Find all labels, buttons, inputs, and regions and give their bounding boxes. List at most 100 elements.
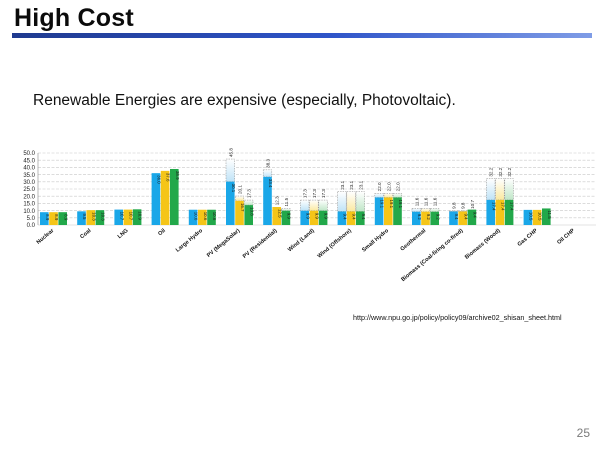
range-label: 11.6: [414, 197, 419, 206]
bar-data-label: 17.4: [501, 202, 506, 211]
bar: [188, 209, 198, 225]
y-tick-label: 35.0: [23, 173, 35, 179]
bar-data-label: 10.5: [529, 212, 534, 221]
bar-data-label: 10.7: [119, 212, 124, 221]
x-tick-label: Oil: [157, 228, 167, 238]
range-label: 11.5: [284, 197, 289, 206]
bar: [421, 211, 430, 225]
range-label: 22.0: [386, 182, 391, 191]
x-tick-label: PV (MegaSolar): [206, 228, 241, 259]
range-box: [337, 191, 347, 212]
bar-data-label: 38.9: [175, 171, 180, 180]
range-box: [262, 169, 273, 178]
range-label: 17.3: [247, 189, 252, 198]
y-tick-label: 20.0: [23, 194, 35, 200]
bar: [449, 211, 458, 225]
range-label: 32.2: [507, 167, 512, 176]
bar: [346, 211, 356, 225]
range-box: [486, 178, 496, 201]
range-box: [300, 199, 310, 211]
bar-data-label: 9.2: [435, 214, 440, 221]
bar-data-label: 17.4: [491, 202, 496, 211]
bar-data-label: 9.2: [417, 214, 422, 221]
bar: [356, 211, 365, 225]
range-label: 22.0: [396, 182, 401, 191]
bar-data-label: 16.7: [240, 203, 245, 212]
range-box: [411, 208, 421, 213]
range-label: 38.3: [266, 158, 271, 167]
bar-data-label: 30.1: [231, 184, 236, 193]
range-label: 9.8: [452, 202, 457, 209]
bar: [430, 211, 439, 225]
source-url[interactable]: http://www.npu.go.jp/policy/policy09/arc…: [353, 313, 562, 322]
bar-data-label: 10.6: [194, 212, 199, 221]
bar-data-label: 9.5: [82, 213, 87, 220]
bar-data-label: 19.1: [398, 199, 403, 208]
range-box: [420, 208, 431, 213]
bar-data-label: 10.3: [91, 212, 96, 221]
range-box: [448, 210, 459, 212]
bar-data-label: 9.4: [343, 213, 348, 220]
bar: [114, 209, 123, 225]
bar-data-label: 36.0: [157, 175, 162, 184]
range-box: [309, 199, 319, 211]
bar: [384, 197, 393, 225]
bar-data-label: 9.4: [361, 213, 366, 220]
range-label: 32.2: [489, 167, 494, 176]
range-box: [281, 208, 291, 211]
bar-data-label: 9.9: [324, 213, 329, 220]
y-tick-label: 0.0: [27, 223, 36, 229]
range-label: 20.1: [238, 185, 243, 194]
bar-data-label: 10.7: [129, 212, 134, 221]
range-label: 23.1: [349, 180, 354, 189]
bar: [151, 173, 161, 225]
bar: [393, 197, 402, 225]
cost-bar-chart: 0.05.010.015.0 20.025.030.035.040.0 45.050…: [23, 148, 596, 283]
range-box: [430, 208, 440, 213]
bar: [309, 210, 319, 225]
bar: [226, 181, 235, 225]
bar-data-label: 8.9: [63, 214, 68, 221]
range-box: [458, 210, 468, 212]
bar: [198, 209, 207, 225]
y-tick-label: 25.0: [23, 187, 35, 193]
bar: [235, 200, 244, 225]
range-label: 12.3: [275, 196, 280, 205]
bar: [337, 211, 347, 225]
x-tick-label: PV (Residential): [242, 228, 279, 260]
bar: [244, 205, 253, 225]
bar: [160, 170, 170, 225]
y-tick-label: 45.0: [23, 158, 35, 164]
bar-data-label: 10.6: [212, 212, 217, 221]
x-tick-label: Coal: [79, 228, 92, 241]
range-box: [504, 178, 514, 201]
slide-title: High Cost: [14, 4, 134, 32]
bar: [504, 199, 514, 225]
bar: [263, 176, 272, 225]
range-box: [392, 193, 403, 198]
bar: [542, 208, 551, 225]
bar: [467, 209, 477, 225]
bar-data-label: 9.4: [454, 213, 459, 220]
range-box: [383, 193, 393, 198]
bar-data-label: 9.9: [305, 213, 310, 220]
bar-data-label: 8.9: [54, 214, 59, 221]
bar-data-label: 37.6: [166, 173, 171, 182]
range-label: 17.3: [312, 189, 317, 198]
bar: [58, 212, 67, 225]
x-tick-label: Gas CHP: [517, 228, 539, 248]
y-tick-label: 10.0: [23, 209, 35, 215]
bar: [86, 210, 95, 225]
bar-data-label: 10.6: [203, 212, 208, 221]
bar-data-label: 17.4: [510, 202, 515, 211]
x-tick-label: LNG: [117, 228, 130, 240]
bar: [458, 211, 467, 225]
range-box: [225, 158, 235, 182]
page-number: 25: [576, 426, 590, 440]
range-label: 23.1: [340, 180, 345, 189]
bar-data-label: 9.2: [426, 214, 431, 221]
range-box: [234, 195, 245, 202]
range-label: 17.3: [303, 189, 308, 198]
range-label: 11.6: [433, 197, 438, 206]
bar: [532, 209, 542, 225]
